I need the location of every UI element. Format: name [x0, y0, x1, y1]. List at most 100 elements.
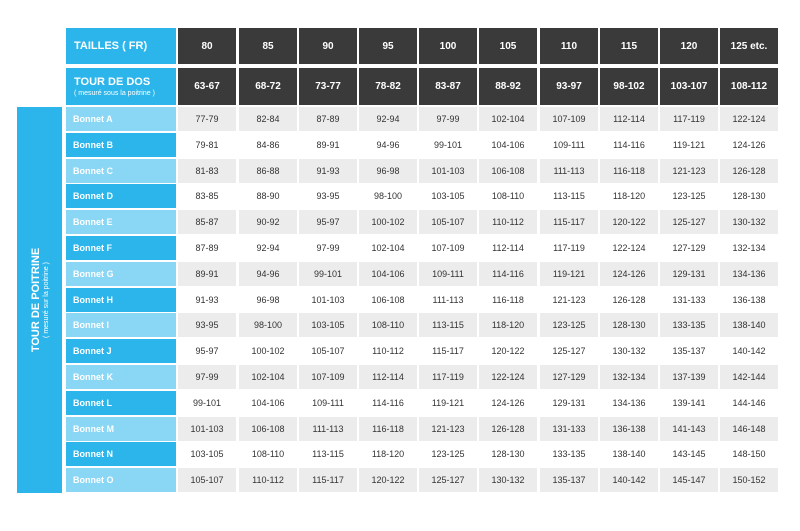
size-cell: 118-120 [359, 442, 417, 466]
size-cell: 113-115 [299, 442, 357, 466]
size-cell: 122-124 [600, 236, 658, 260]
size-cell: 110-112 [359, 339, 417, 363]
size-cell: 118-120 [600, 184, 658, 208]
back-measure-cell: 78-82 [359, 68, 417, 105]
size-cell: 87-89 [178, 236, 236, 260]
size-cell: 100-102 [359, 210, 417, 234]
size-cell: 117-119 [540, 236, 598, 260]
size-cell: 91-93 [178, 288, 236, 312]
size-cell: 136-138 [600, 417, 658, 441]
size-cell: 124-126 [600, 262, 658, 286]
size-cell: 138-140 [600, 442, 658, 466]
size-header-cell: 105 [479, 28, 537, 64]
size-cell: 130-132 [720, 210, 778, 234]
size-cell: 109-111 [540, 133, 598, 157]
size-cell: 105-107 [178, 468, 236, 492]
size-cell: 117-119 [419, 365, 477, 389]
size-cell: 125-127 [540, 339, 598, 363]
size-cell: 129-131 [540, 391, 598, 415]
size-cell: 83-85 [178, 184, 236, 208]
size-cell: 103-105 [299, 313, 357, 337]
size-cell: 105-107 [419, 210, 477, 234]
cup-row-label: Bonnet B [66, 133, 176, 157]
size-cell: 115-117 [540, 210, 598, 234]
size-cell: 142-144 [720, 365, 778, 389]
size-cell: 128-130 [600, 313, 658, 337]
cup-row-label: Bonnet H [66, 288, 176, 312]
size-cell: 136-138 [720, 288, 778, 312]
size-cell: 88-90 [239, 184, 297, 208]
size-cell: 133-135 [540, 442, 598, 466]
size-cell: 138-140 [720, 313, 778, 337]
size-cell: 93-95 [299, 184, 357, 208]
size-cell: 128-130 [479, 442, 537, 466]
size-cell: 103-105 [178, 442, 236, 466]
size-header-cell: 125 etc. [720, 28, 778, 64]
sizes-header-text: TAILLES ( FR) [74, 40, 148, 52]
size-cell: 109-111 [419, 262, 477, 286]
size-header-cell: 100 [419, 28, 477, 64]
size-cell: 134-136 [720, 262, 778, 286]
size-cell: 127-129 [660, 236, 718, 260]
size-header-cell: 115 [600, 28, 658, 64]
size-cell: 135-137 [660, 339, 718, 363]
size-cell: 123-125 [540, 313, 598, 337]
size-cell: 86-88 [239, 159, 297, 183]
size-cell: 107-109 [419, 236, 477, 260]
size-cell: 107-109 [299, 365, 357, 389]
size-cell: 99-101 [178, 391, 236, 415]
size-header-cell: 120 [660, 28, 718, 64]
size-cell: 115-117 [419, 339, 477, 363]
size-cell: 140-142 [720, 339, 778, 363]
back-measure-cell: 103-107 [660, 68, 718, 105]
size-cell: 108-110 [239, 442, 297, 466]
back-measure-cell: 93-97 [540, 68, 598, 105]
cup-row-label: Bonnet G [66, 262, 176, 286]
size-cell: 84-86 [239, 133, 297, 157]
size-cell: 90-92 [239, 210, 297, 234]
size-cell: 79-81 [178, 133, 236, 157]
size-cell: 128-130 [720, 184, 778, 208]
size-cell: 112-114 [359, 365, 417, 389]
size-cell: 140-142 [600, 468, 658, 492]
size-cell: 105-107 [299, 339, 357, 363]
size-cell: 92-94 [239, 236, 297, 260]
size-cell: 113-115 [540, 184, 598, 208]
size-cell: 110-112 [479, 210, 537, 234]
size-cell: 119-121 [540, 262, 598, 286]
cup-row-label: Bonnet D [66, 184, 176, 208]
bust-side-title: TOUR DE POITRINE [29, 247, 42, 353]
size-cell: 114-116 [359, 391, 417, 415]
size-cell: 96-98 [239, 288, 297, 312]
size-header-cell: 95 [359, 28, 417, 64]
size-cell: 111-113 [299, 417, 357, 441]
cup-row-label: Bonnet C [66, 159, 176, 183]
back-measure-cell: 68-72 [239, 68, 297, 105]
size-cell: 130-132 [479, 468, 537, 492]
size-cell: 144-146 [720, 391, 778, 415]
sizes-header-label: TAILLES ( FR) [66, 28, 176, 64]
size-cell: 93-95 [178, 313, 236, 337]
size-cell: 82-84 [239, 107, 297, 131]
size-cell: 97-99 [178, 365, 236, 389]
size-cell: 117-119 [660, 107, 718, 131]
size-cell: 107-109 [540, 107, 598, 131]
size-cell: 85-87 [178, 210, 236, 234]
size-cell: 126-128 [479, 417, 537, 441]
size-cell: 109-111 [299, 391, 357, 415]
cup-row-label: Bonnet A [66, 107, 176, 131]
size-cell: 97-99 [299, 236, 357, 260]
size-cell: 122-124 [720, 107, 778, 131]
size-cell: 141-143 [660, 417, 718, 441]
size-cell: 102-104 [479, 107, 537, 131]
size-cell: 116-118 [479, 288, 537, 312]
size-cell: 100-102 [239, 339, 297, 363]
bust-side-text: TOUR DE POITRINE( mesuré sur la poitrine… [30, 248, 50, 352]
size-cell: 99-101 [419, 133, 477, 157]
cup-row-label: Bonnet J [66, 339, 176, 363]
size-cell: 148-150 [720, 442, 778, 466]
size-cell: 87-89 [299, 107, 357, 131]
size-cell: 115-117 [299, 468, 357, 492]
size-cell: 111-113 [540, 159, 598, 183]
size-cell: 150-152 [720, 468, 778, 492]
